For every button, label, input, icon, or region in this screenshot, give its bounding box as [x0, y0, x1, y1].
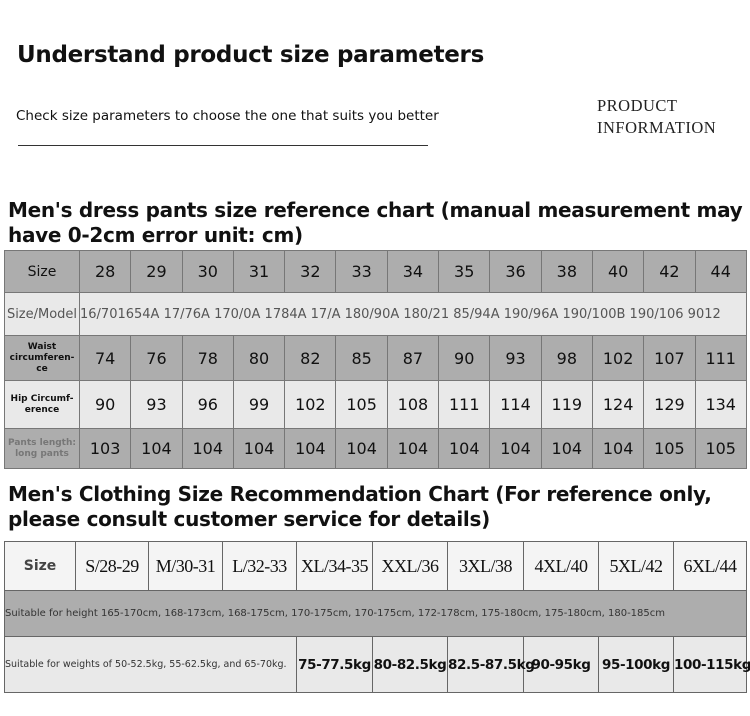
cell: 102: [284, 380, 337, 429]
cell: 98: [540, 335, 593, 381]
cell: 80-82.5kg: [372, 636, 448, 693]
row-label: Size/Model: [4, 292, 80, 336]
cell: 74: [78, 335, 132, 381]
cell: 96: [181, 380, 234, 429]
cell: 78: [181, 335, 234, 381]
cell: 90: [438, 335, 491, 381]
cell: M/30-31: [148, 541, 223, 591]
clothing-table: Size S/28-29 M/30-31 L/32-33 XL/34-35 XXL/36 3…: [4, 541, 750, 693]
cell: 104: [386, 428, 440, 469]
cell: 104: [438, 428, 491, 469]
cell: 29: [130, 250, 183, 293]
cell: 82.5-87.5kg: [447, 636, 535, 693]
row-label: Pants length: long pants: [4, 428, 80, 469]
subtitle: Check size parameters to choose the one …: [16, 108, 439, 124]
cell: 99: [232, 380, 286, 429]
cell: 114: [489, 380, 542, 429]
cell: 105: [643, 428, 696, 469]
table-row: Size S/28-29 M/30-31 L/32-33 XL/34-35 XXL/36 3…: [4, 541, 747, 591]
cell: 105: [335, 380, 388, 429]
cell: 32: [284, 250, 337, 293]
cell: 42: [643, 250, 696, 293]
cell: 111: [438, 380, 491, 429]
cell: 38: [540, 250, 593, 293]
cell: 134: [694, 380, 747, 429]
cell: 30: [181, 250, 234, 293]
cell: 75-77.5kg: [296, 636, 373, 693]
cell: 104: [284, 428, 337, 469]
cell: 104: [130, 428, 183, 469]
cell: 124: [591, 380, 645, 429]
cell: 104: [232, 428, 286, 469]
cell: 6XL/44: [673, 541, 747, 591]
table-row: Size 28 29 30 31 32 33 34 35 36 38 40 42 44: [4, 250, 747, 293]
cell: 16/701654A 17/76A 170/0A 1784A 17/A 180/…: [79, 292, 747, 336]
cell: 76: [130, 335, 183, 381]
table-title: Men's dress pants size reference chart (…: [8, 198, 743, 247]
cell: S/28-29: [75, 541, 149, 591]
table-row: Suitable for height 165-170cm, 168-173cm…: [4, 590, 747, 637]
cell: 104: [540, 428, 593, 469]
cell: 40: [591, 250, 645, 293]
row-label: Size: [4, 250, 80, 293]
cell: L/32-33: [222, 541, 297, 591]
cell: 107: [643, 335, 696, 381]
cell: 87: [386, 335, 440, 381]
cell: 34: [386, 250, 440, 293]
cell: 33: [335, 250, 388, 293]
row-label: Size: [4, 541, 76, 591]
cell: 102: [591, 335, 645, 381]
cell: 93: [489, 335, 542, 381]
row-label: Waist circumferen-ce: [4, 335, 80, 381]
cell: 103: [78, 428, 132, 469]
cell: 105: [694, 428, 747, 469]
badge-line: PRODUCT: [597, 96, 678, 115]
cell: 95-100kg: [598, 636, 674, 693]
cell: 3XL/38: [447, 541, 524, 591]
cell: 104: [181, 428, 234, 469]
page-title: Understand product size parameters: [17, 42, 484, 68]
cell: 82: [284, 335, 337, 381]
cell: 35: [438, 250, 491, 293]
cell: 119: [540, 380, 593, 429]
pants-table: Size 28 29 30 31 32 33 34 35 36 38 40 42 44 Size/Model…: [4, 250, 747, 469]
cell: 104: [335, 428, 388, 469]
cell: 28: [78, 250, 132, 293]
cell: 104: [591, 428, 645, 469]
table-row: Size/Model 16/701654A 17/76A 170/0A 1784A…: [4, 292, 747, 336]
divider: [18, 145, 428, 146]
cell: 90: [78, 380, 132, 429]
cell: 85: [335, 335, 388, 381]
cell: Suitable for weights of 50-52.5kg, 55-62…: [4, 636, 297, 693]
cell: XXL/36: [372, 541, 448, 591]
badge: PRODUCT INFORMATION: [597, 95, 716, 139]
cell: 36: [489, 250, 542, 293]
cell: XL/34-35: [296, 541, 373, 591]
table-title: Men's Clothing Size Recommendation Chart…: [8, 482, 712, 531]
cell: 31: [232, 250, 286, 293]
table-row: Suitable for weights of 50-52.5kg, 55-62…: [4, 636, 750, 693]
cell: Suitable for height 165-170cm, 168-173cm…: [4, 590, 747, 637]
cell: 111: [694, 335, 747, 381]
cell: 80: [232, 335, 286, 381]
cell: 108: [386, 380, 440, 429]
cell: 104: [489, 428, 542, 469]
table-row: Pants length: long pants 103 104 104 104 104 1…: [4, 428, 747, 469]
cell: 100-115kg: [673, 636, 750, 693]
cell: 5XL/42: [598, 541, 674, 591]
cell: 129: [643, 380, 696, 429]
cell: 90-95kg: [523, 636, 599, 693]
cell: 4XL/40: [523, 541, 599, 591]
table-row: Waist circumferen-ce 74 76 78 80 82 85 87 90 93 98…: [4, 335, 747, 381]
table-row: Hip Circumf-erence 90 93 96 99 102 105 108 111 11…: [4, 380, 747, 429]
badge-line: INFORMATION: [597, 118, 717, 137]
cell: 93: [130, 380, 183, 429]
cell: 44: [694, 250, 747, 293]
row-label: Hip Circumf-erence: [4, 380, 80, 429]
